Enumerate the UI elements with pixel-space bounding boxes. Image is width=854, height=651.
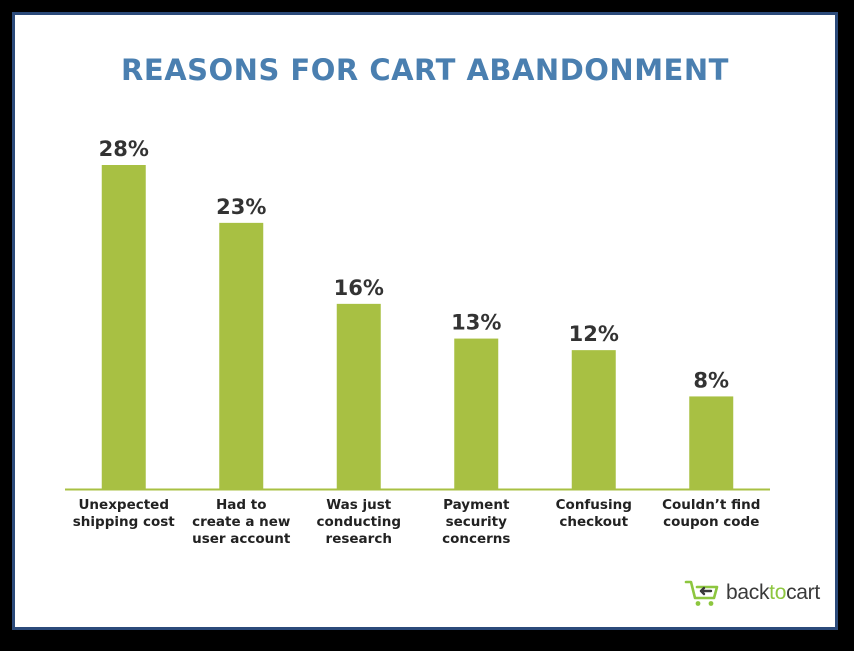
brand-name: backtocart — [726, 581, 820, 605]
chart-title: REASONS FOR CART ABANDONMENT — [121, 53, 729, 87]
bar-4 — [571, 350, 616, 489]
category-label-3-line-1: security — [446, 514, 508, 530]
category-label-3-line-2: concerns — [442, 531, 510, 547]
cart-arrow-icon — [684, 580, 719, 606]
category-label-1-line-0: Had to — [216, 497, 267, 513]
category-label-0: Unexpected shipping cost — [73, 497, 176, 530]
value-label-0: 28% — [99, 137, 149, 161]
value-label-1: 23% — [216, 195, 266, 219]
bar-0 — [101, 165, 146, 489]
brand-name-part1: back — [726, 581, 770, 604]
category-label-1-line-2: user account — [192, 531, 291, 547]
bar-1 — [219, 222, 264, 489]
category-label-2-line-1: conducting — [316, 514, 401, 530]
category-label-2-line-2: research — [326, 531, 392, 547]
category-label-2: Was just conducting research — [316, 497, 401, 547]
bar-3 — [454, 338, 499, 489]
category-label-5-line-1: coupon code — [663, 514, 759, 530]
category-label-4: Confusing checkout — [556, 497, 632, 530]
brand-name-part2: to — [769, 581, 787, 604]
bar-2 — [336, 303, 381, 489]
category-label-3-line-0: Payment — [443, 497, 510, 513]
category-label-5-line-0: Couldn’t find — [662, 497, 760, 513]
category-label-3: Payment security concerns — [442, 497, 510, 547]
value-label-3: 13% — [451, 311, 501, 335]
category-label-4-line-1: checkout — [559, 514, 628, 530]
bar-5 — [689, 396, 734, 489]
value-label-4: 12% — [569, 322, 619, 346]
backtocart-logo: backtocart — [684, 578, 820, 608]
category-label-1: Had to create a new user account — [192, 497, 291, 547]
category-label-1-line-1: create a new — [192, 514, 290, 530]
brand-name-part3: cart — [786, 581, 820, 604]
category-label-2-line-0: Was just — [326, 497, 392, 513]
value-label-5: 8% — [693, 368, 729, 392]
value-label-2: 16% — [334, 276, 384, 300]
category-label-0-line-1: shipping cost — [73, 514, 176, 530]
category-label-5: Couldn’t find coupon code — [662, 497, 760, 530]
category-label-4-line-0: Confusing — [556, 497, 632, 513]
category-label-0-line-0: Unexpected — [78, 497, 169, 513]
chart-card: REASONS FOR CART ABANDONMENT — [12, 12, 838, 630]
